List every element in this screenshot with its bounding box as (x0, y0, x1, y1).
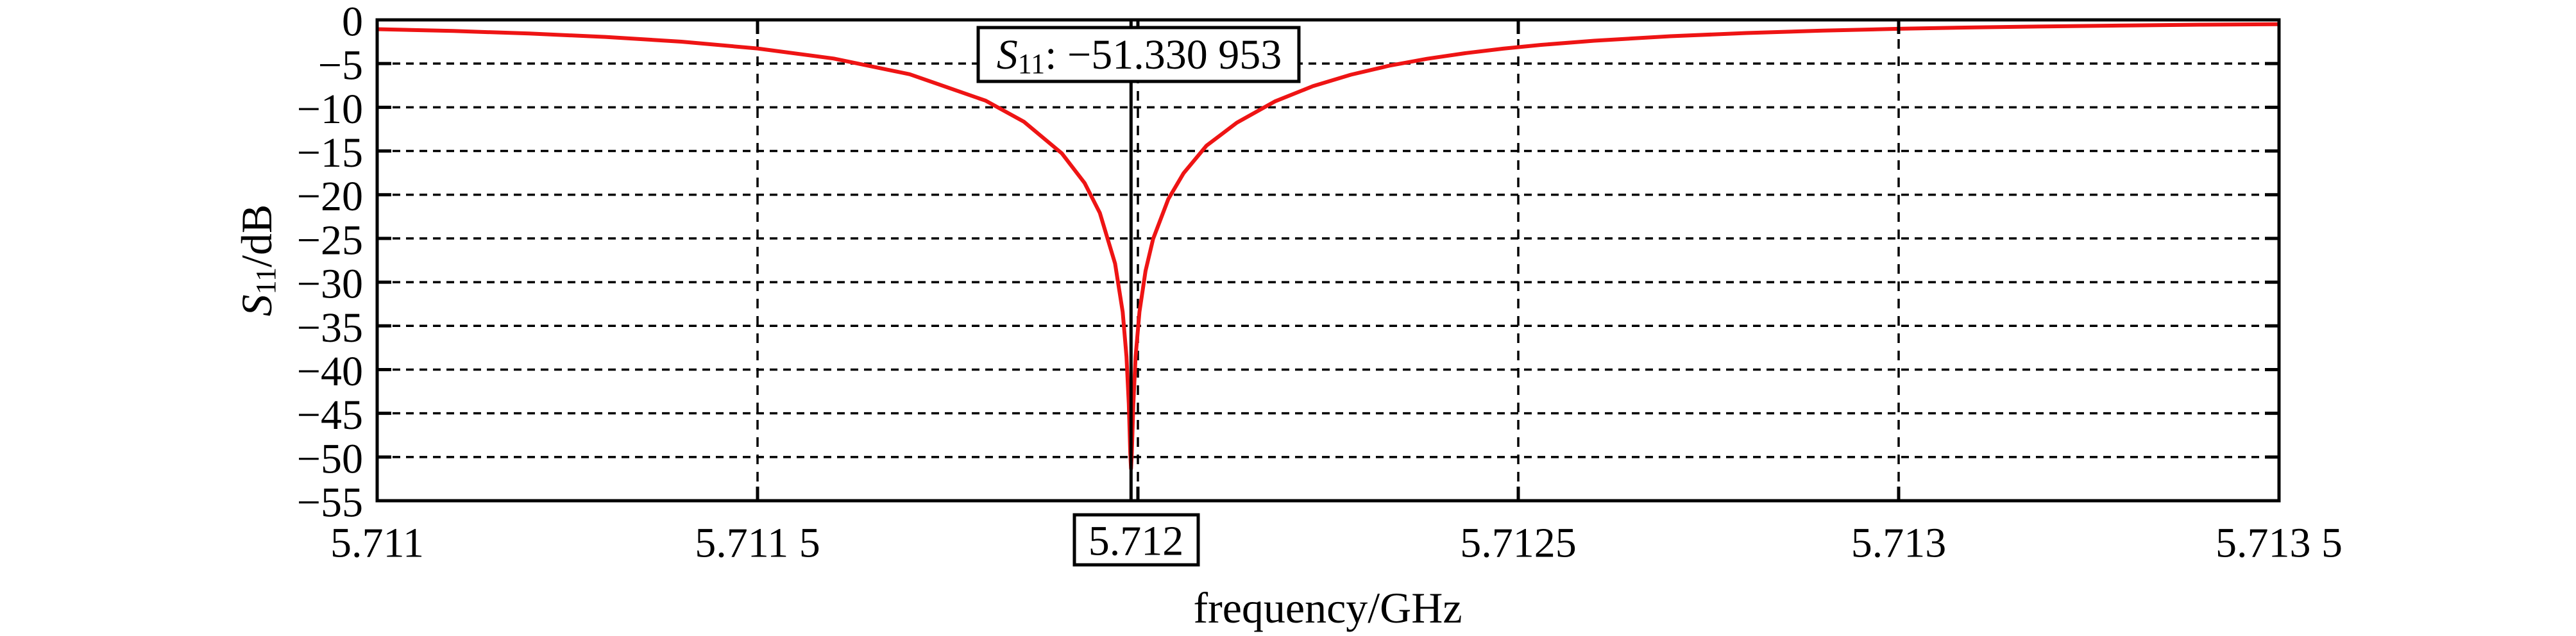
y-tick-labels: 0−5−10−15−20−25−30−35−40−45−50−55 (297, 0, 363, 526)
plot-frame (375, 18, 2281, 503)
y-tick-label: −20 (297, 173, 363, 220)
annotation-value: : −51.330 953 (1045, 31, 1282, 78)
y-axis-title-subscript: 11 (250, 267, 282, 294)
y-tick-label: 0 (342, 0, 363, 46)
y-tick-label: −35 (297, 305, 363, 351)
x-tick-label: 5.711 (330, 520, 424, 567)
x-tick-label: 5.713 5 (2216, 520, 2343, 567)
marker-frequency-label: 5.712 (1089, 518, 1184, 565)
y-tick-label: −50 (297, 435, 363, 482)
x-axis-title: frequency/GHz (1193, 583, 1462, 632)
y-tick-label: −30 (297, 261, 363, 308)
y-axis-title-unit: /dB (232, 205, 281, 267)
x-tick-label-box (1072, 513, 1200, 567)
y-tick-label: −25 (297, 217, 363, 264)
y-tick-label: −40 (297, 348, 363, 395)
y-tick-label: −45 (297, 392, 363, 439)
marker-annotation: S11: −51.330 953 (976, 26, 1301, 83)
gridlines (379, 22, 2277, 499)
annotation-box (976, 26, 1301, 83)
y-tick-label: −10 (297, 86, 363, 133)
x-tick-label: 5.711 5 (695, 520, 820, 567)
annotation-series-symbol: S (997, 31, 1018, 78)
s11-curve (377, 22, 2280, 471)
annotation-series-subscript: 11 (1018, 48, 1045, 80)
axis-ticks (378, 21, 2278, 499)
x-tick-label: 5.7125 (1460, 520, 1577, 567)
x-tick-labels: 5.711 5.711 5 5.7125 5.713 5.713 5 (330, 520, 2343, 567)
y-axis-title-symbol: S (232, 294, 281, 316)
annotation-text: S11: −51.330 953 (997, 31, 1282, 80)
y-tick-label: −15 (297, 130, 363, 176)
x-tick-label: 5.713 (1851, 520, 1947, 567)
y-tick-label: −5 (318, 42, 363, 89)
y-axis-title: S11/dB (232, 205, 282, 317)
boxed-x-tick-label: 5.712 (1072, 513, 1200, 567)
y-tick-label: −55 (297, 480, 363, 526)
